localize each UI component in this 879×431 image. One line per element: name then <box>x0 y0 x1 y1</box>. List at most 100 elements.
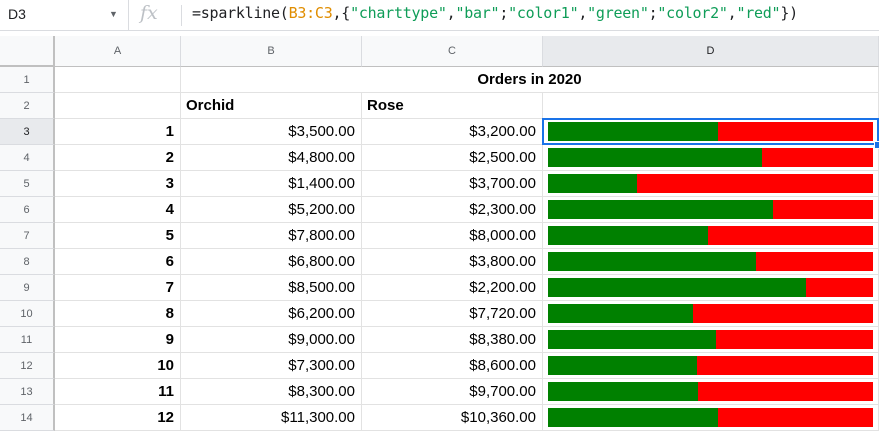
rose-value-cell[interactable]: $8,000.00 <box>362 223 543 249</box>
row-number-cell[interactable]: 10 <box>55 353 181 379</box>
sparkline-orchid-segment <box>548 122 718 141</box>
sheet-title[interactable]: Orders in 2020 <box>181 67 879 93</box>
sparkline-orchid-segment <box>548 174 637 193</box>
column-header-b[interactable]: B <box>181 36 362 67</box>
rose-value-cell[interactable]: $7,720.00 <box>362 301 543 327</box>
row-number-cell[interactable]: 7 <box>55 275 181 301</box>
formula-bar: D3 ▼ fx =sparkline(B3:C3,{"charttype","b… <box>0 0 879 31</box>
column-header-d[interactable]: D <box>543 36 879 67</box>
rose-value-cell[interactable]: $2,300.00 <box>362 197 543 223</box>
sparkline-orchid-segment <box>548 148 762 167</box>
row-number-cell[interactable]: 8 <box>55 301 181 327</box>
rose-value-cell[interactable]: $3,200.00 <box>362 119 543 145</box>
row-number-cell[interactable]: 1 <box>55 119 181 145</box>
sparkline-bar <box>548 252 873 271</box>
sparkline-rose-segment <box>698 382 873 401</box>
formula-token: , <box>727 4 737 22</box>
orchid-value-cell[interactable]: $11,300.00 <box>181 405 362 431</box>
sparkline-bar <box>548 330 873 349</box>
sparkline-bar <box>548 200 873 219</box>
fill-handle[interactable] <box>874 141 879 149</box>
column-header-c[interactable]: C <box>362 36 543 67</box>
row-header-9[interactable]: 9 <box>0 275 55 301</box>
rose-value-cell[interactable]: $9,700.00 <box>362 379 543 405</box>
row-header-3[interactable]: 3 <box>0 119 55 145</box>
formula-divider <box>181 5 182 26</box>
sparkline-rose-segment <box>806 278 873 297</box>
row-number-cell[interactable]: 9 <box>55 327 181 353</box>
orchid-value-cell[interactable]: $7,300.00 <box>181 353 362 379</box>
formula-token: ; <box>648 4 658 22</box>
row-header-7[interactable]: 7 <box>0 223 55 249</box>
formula-string: "charttype" <box>350 4 447 22</box>
sparkline-bar <box>548 304 873 323</box>
sparkline-bar <box>548 148 873 167</box>
formula-token: ; <box>499 4 509 22</box>
sparkline-bar <box>548 356 873 375</box>
rose-value-cell[interactable]: $2,500.00 <box>362 145 543 171</box>
rose-value-cell[interactable]: $10,360.00 <box>362 405 543 431</box>
row-header-6[interactable]: 6 <box>0 197 55 223</box>
rose-value-cell[interactable]: $8,380.00 <box>362 327 543 353</box>
orchid-value-cell[interactable]: $5,200.00 <box>181 197 362 223</box>
formula-token: , <box>446 4 456 22</box>
rose-value-cell[interactable]: $3,700.00 <box>362 171 543 197</box>
sparkline-rose-segment <box>697 356 873 375</box>
orchid-value-cell[interactable]: $1,400.00 <box>181 171 362 197</box>
formula-token: , <box>578 4 588 22</box>
row-number-cell[interactable]: 4 <box>55 197 181 223</box>
cell-a2[interactable] <box>55 93 181 119</box>
orchid-value-cell[interactable]: $6,800.00 <box>181 249 362 275</box>
orchid-value-cell[interactable]: $9,000.00 <box>181 327 362 353</box>
sparkline-bar <box>548 278 873 297</box>
sparkline-bar <box>548 408 873 427</box>
row-number-cell[interactable]: 6 <box>55 249 181 275</box>
row-header-11[interactable]: 11 <box>0 327 55 353</box>
header-orchid[interactable]: Orchid <box>181 93 362 119</box>
cell-d2[interactable] <box>543 93 879 119</box>
caret-down-icon[interactable]: ▼ <box>109 9 118 19</box>
row-header-1[interactable]: 1 <box>0 67 55 93</box>
formula-string: "color2" <box>657 4 728 22</box>
row-number-cell[interactable]: 11 <box>55 379 181 405</box>
cell-a1[interactable] <box>55 67 181 93</box>
sparkline-rose-segment <box>708 226 873 245</box>
formula-range-ref: B3:C3 <box>288 4 333 22</box>
formula-token: }) <box>780 4 798 22</box>
row-header-4[interactable]: 4 <box>0 145 55 171</box>
sparkline-bar <box>548 174 873 193</box>
formula-string: "red" <box>736 4 781 22</box>
sparkline-orchid-segment <box>548 356 697 375</box>
select-all-corner[interactable] <box>0 36 55 67</box>
row-header-10[interactable]: 10 <box>0 301 55 327</box>
orchid-value-cell[interactable]: $8,500.00 <box>181 275 362 301</box>
name-box[interactable]: D3 ▼ <box>0 0 129 30</box>
row-header-14[interactable]: 14 <box>0 405 55 431</box>
sparkline-orchid-segment <box>548 200 773 219</box>
rose-value-cell[interactable]: $8,600.00 <box>362 353 543 379</box>
row-number-cell[interactable]: 5 <box>55 223 181 249</box>
row-header-13[interactable]: 13 <box>0 379 55 405</box>
rose-value-cell[interactable]: $3,800.00 <box>362 249 543 275</box>
formula-string: "green" <box>587 4 649 22</box>
orchid-value-cell[interactable]: $8,300.00 <box>181 379 362 405</box>
row-header-12[interactable]: 12 <box>0 353 55 379</box>
orchid-value-cell[interactable]: $4,800.00 <box>181 145 362 171</box>
row-header-8[interactable]: 8 <box>0 249 55 275</box>
sparkline-rose-segment <box>718 122 873 141</box>
orchid-value-cell[interactable]: $7,800.00 <box>181 223 362 249</box>
row-header-2[interactable]: 2 <box>0 93 55 119</box>
row-number-cell[interactable]: 12 <box>55 405 181 431</box>
sparkline-rose-segment <box>762 148 873 167</box>
sparkline-rose-segment <box>718 408 873 427</box>
sparkline-rose-segment <box>756 252 873 271</box>
formula-input[interactable]: =sparkline(B3:C3,{"charttype","bar";"col… <box>192 4 798 22</box>
orchid-value-cell[interactable]: $6,200.00 <box>181 301 362 327</box>
row-header-5[interactable]: 5 <box>0 171 55 197</box>
header-rose[interactable]: Rose <box>362 93 543 119</box>
column-header-a[interactable]: A <box>55 36 181 67</box>
row-number-cell[interactable]: 3 <box>55 171 181 197</box>
row-number-cell[interactable]: 2 <box>55 145 181 171</box>
rose-value-cell[interactable]: $2,200.00 <box>362 275 543 301</box>
orchid-value-cell[interactable]: $3,500.00 <box>181 119 362 145</box>
